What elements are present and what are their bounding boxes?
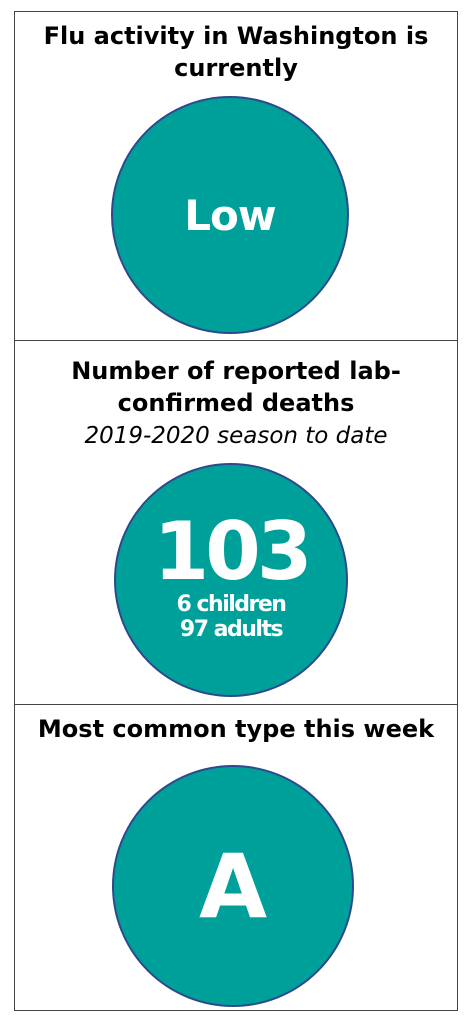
deaths-children: 6 children (176, 592, 287, 617)
deaths-subheading: 2019-2020 season to date (84, 423, 388, 449)
deaths-circle: 103 6 children 97 adults (114, 463, 348, 697)
flu-activity-heading: Flu activity in Washington is currently (43, 22, 429, 82)
deaths-heading: Number of reported lab-confirmed deaths (71, 357, 401, 417)
flu-activity-panel: Flu activity in Washington is currently L… (15, 12, 457, 340)
deaths-adults: 97 adults (179, 617, 284, 642)
flu-type-value: A (198, 834, 268, 938)
flu-activity-circle: Low (111, 96, 349, 334)
deaths-total: 103 (153, 505, 313, 598)
flu-summary-panels: Flu activity in Washington is currently L… (14, 11, 458, 1011)
deaths-panel: Number of reported lab-confirmed deaths … (15, 340, 457, 704)
flu-type-panel: Most common type this week A (15, 704, 457, 1010)
flu-type-heading: Most common type this week (37, 715, 435, 743)
flu-activity-level: Low (184, 190, 276, 240)
flu-type-circle: A (112, 765, 354, 1007)
